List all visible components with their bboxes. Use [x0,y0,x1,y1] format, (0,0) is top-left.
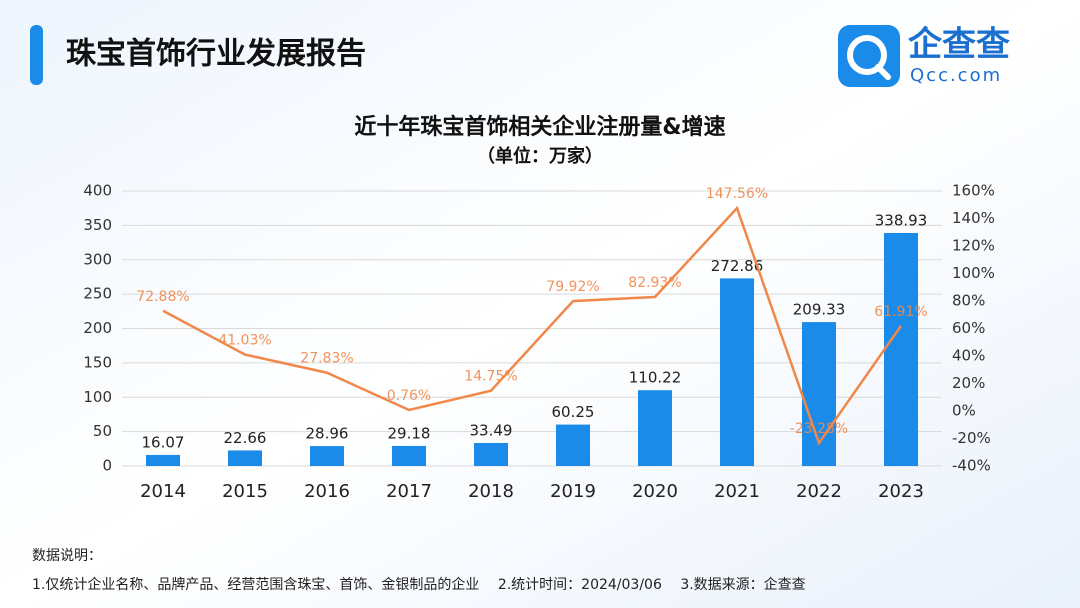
chart-subtitle: （单位：万家） [477,145,603,167]
y2-tick-label: -40% [952,457,991,475]
y2-tick-label: 60% [952,319,985,337]
y-tick-label: 100 [83,388,112,406]
x-tick-label: 2018 [468,481,514,502]
y2-tick-label: 80% [952,292,985,310]
line-value-label: 41.03% [218,333,271,349]
bar-value-label: 338.93 [875,211,928,229]
bar [146,454,180,466]
note: 1.仅统计企业名称、品牌产品、经营范围含珠宝、首饰、金银制品的企业 [32,576,479,593]
y2-tick-label: -20% [952,429,991,447]
header-title: 珠宝首饰行业发展报告 [66,37,366,72]
x-tick-label: 2015 [222,481,268,502]
bar [228,450,262,466]
logo-handle [875,64,891,80]
line-value-label: 72.88% [136,289,189,305]
x-tick-label: 2017 [386,481,432,502]
line-value-label: 14.75% [464,369,517,385]
logo-domain: Qcc.com [910,65,1002,86]
bar [310,446,344,466]
line-value-label: 147.56% [706,186,768,202]
x-tick-label: 2021 [714,481,760,502]
bar [392,445,426,466]
x-tick-label: 2016 [304,481,350,502]
note: 3.数据来源：企查查 [680,576,805,593]
x-tick-label: 2014 [140,481,186,502]
y2-tick-label: 120% [952,237,995,255]
y2-tick-label: 20% [952,374,985,392]
bar-value-label: 60.25 [552,403,595,421]
bar-value-label: 16.07 [142,433,185,451]
y-tick-label: 200 [83,319,112,337]
bar-value-label: 110.22 [629,369,682,387]
y-tick-label: 400 [83,182,112,200]
bar [474,442,508,466]
y-tick-label: 50 [93,422,112,440]
bar-value-label: 33.49 [470,421,513,439]
chart-title: 近十年珠宝首饰相关企业注册量&增速 [354,114,725,140]
line-value-label: 27.83% [300,351,353,367]
bar-value-label: 272.86 [711,257,764,275]
line-value-label: 61.91% [874,304,927,320]
notes-line: 1.仅统计企业名称、品牌产品、经营范围含珠宝、首饰、金银制品的企业 2.统计时间… [32,576,806,593]
x-tick-label: 2022 [796,481,842,502]
line-value-label: 0.76% [387,388,431,404]
x-tick-label: 2023 [878,481,924,502]
y-tick-label: 150 [83,353,112,371]
notes-heading: 数据说明： [32,548,102,564]
y-tick-label: 0 [102,457,112,475]
header-accent [30,25,43,85]
line-value-label: 79.92% [546,279,599,295]
y2-tick-label: 160% [952,182,995,200]
bar-value-label: 209.33 [793,301,846,319]
note: 2.统计时间：2024/03/06 [498,577,662,593]
y-tick-label: 250 [83,285,112,303]
line-value-label: 82.93% [628,275,681,291]
line [162,205,903,446]
logo-name: 企查查 [908,25,1010,65]
x-tick-label: 2019 [550,481,596,502]
y-tick-label: 300 [83,250,112,268]
bar [720,278,754,466]
y2-tick-label: 0% [952,402,976,420]
bar [556,424,590,466]
line-value-label: -23.28% [790,421,848,437]
x-tick-label: 2020 [632,481,678,502]
y2-tick-label: 100% [952,264,995,282]
bar [884,232,918,466]
logo-ring [847,35,887,75]
bar [638,390,672,466]
y2-tick-label: 140% [952,209,995,227]
y-tick-label: 350 [83,216,112,234]
bar-value-label: 22.66 [224,429,267,447]
y2-tick-label: 40% [952,347,985,365]
bar-value-label: 29.18 [388,424,431,442]
bar-value-label: 28.96 [306,425,349,443]
